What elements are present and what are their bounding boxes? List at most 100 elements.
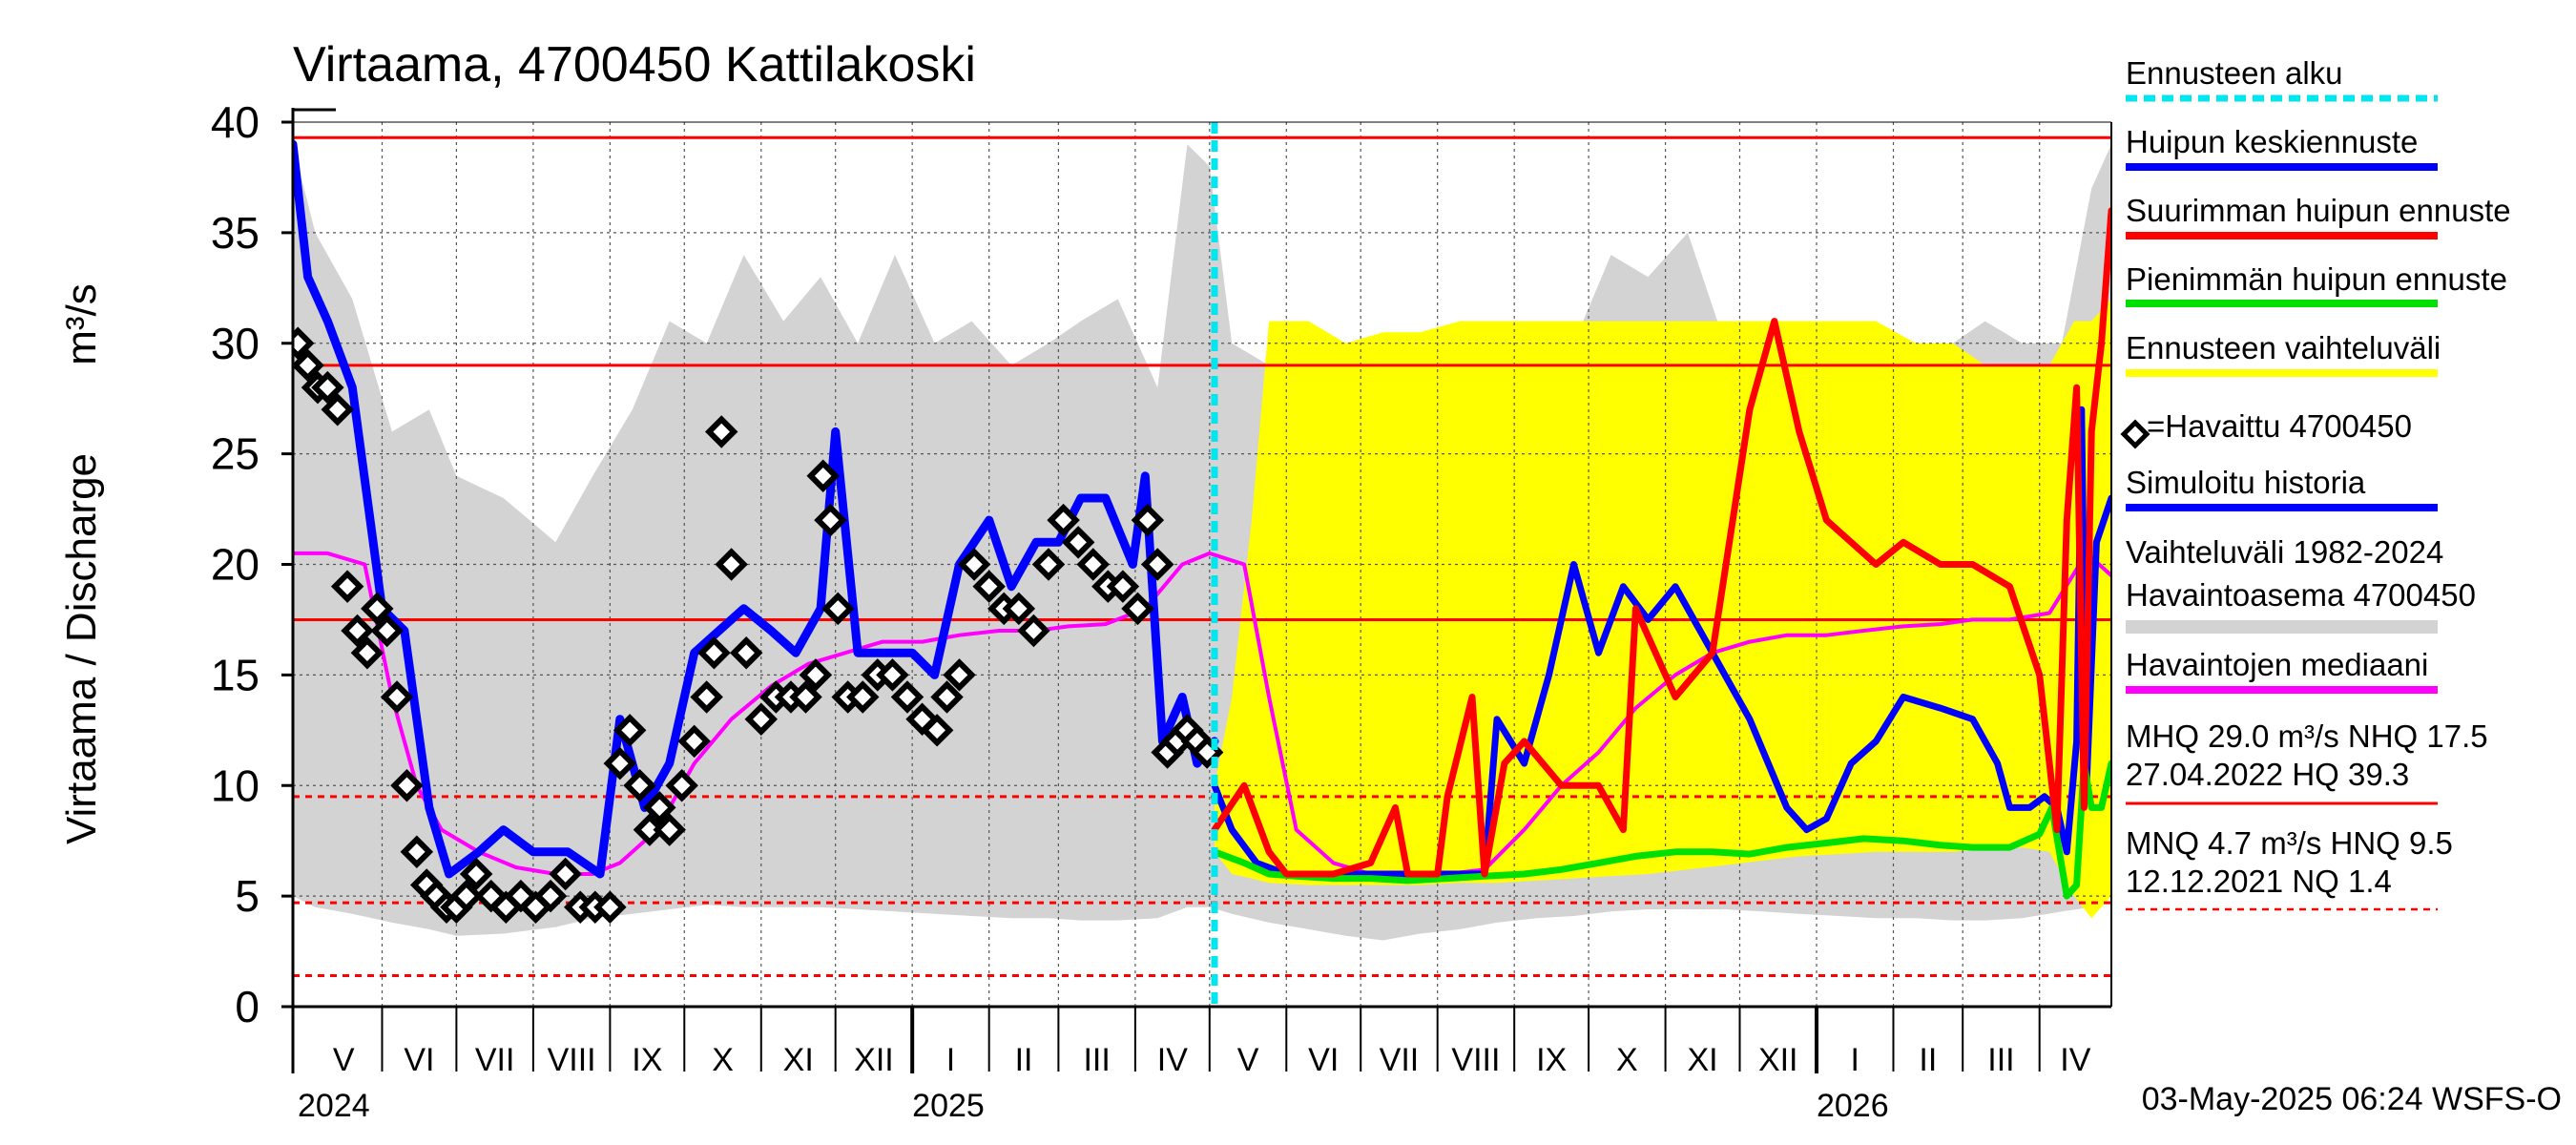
y-axis-label: Virtaama / Discharge [58, 453, 105, 844]
observed-point [789, 680, 822, 714]
y-tick-label: 10 [211, 760, 260, 810]
observed-point [1002, 592, 1036, 626]
observed-point [821, 592, 855, 626]
observed-point [623, 769, 656, 802]
legend-label: MHQ 29.0 m³/s NHQ 17.5 [2126, 718, 2488, 754]
observed-point [400, 835, 434, 869]
observed-point [930, 680, 964, 714]
y-tick-label: 5 [235, 871, 260, 921]
y-tick-label: 25 [211, 429, 260, 479]
observed-point [593, 890, 627, 924]
observed-point [920, 714, 954, 747]
x-tick-label: II [1015, 1042, 1033, 1078]
observed-point [533, 879, 568, 913]
observed-point [1121, 592, 1154, 626]
observed-point [943, 658, 976, 692]
observed-point [677, 724, 711, 759]
x-tick-label: VIII [548, 1042, 596, 1078]
year-label: 2024 [298, 1088, 370, 1124]
observed-point [1017, 614, 1050, 648]
legend-marker-observed [2120, 419, 2150, 449]
y-tick-label: 35 [211, 208, 260, 258]
y-tick-label: 20 [211, 540, 260, 590]
chart-title: Virtaama, 4700450 Kattilakoski [293, 37, 976, 93]
observed-point [1031, 548, 1066, 581]
y-tick-label: 40 [211, 97, 260, 147]
band-vaihtelu_ennuste [1215, 299, 2111, 919]
observed-point [350, 635, 384, 670]
observed-point [321, 393, 354, 427]
x-tick-label: IV [1157, 1042, 1188, 1078]
legend-label: Simuloitu historia [2126, 465, 2366, 500]
year-label: 2025 [912, 1088, 985, 1124]
observed-point [729, 635, 763, 670]
x-tick-label: X [712, 1042, 734, 1078]
observed-point [380, 680, 414, 714]
observed-point [846, 680, 880, 714]
legend-label: Ennusteen vaihteluväli [2126, 330, 2441, 365]
x-tick-label: X [1616, 1042, 1638, 1078]
observed-point [704, 415, 738, 448]
legend-label: Havaintojen mediaani [2126, 647, 2428, 682]
legend-label: Vaihteluväli 1982-2024 [2126, 534, 2443, 570]
observed-point [890, 680, 924, 714]
y-tick-label: 15 [211, 650, 260, 699]
legend-label: MNQ 4.7 m³/s HNQ 9.5 [2126, 825, 2453, 861]
x-tick-label: V [333, 1042, 355, 1078]
x-tick-label: IX [632, 1042, 662, 1078]
legend-label: Pienimmän huipun ennuste [2126, 261, 2507, 297]
observed-point [690, 680, 723, 714]
y-tick-label: 30 [211, 319, 260, 368]
series-line-pienin [1211, 760, 2111, 900]
observed-point [715, 548, 748, 581]
x-tick-label: I [1851, 1042, 1859, 1078]
observed-point [603, 746, 637, 781]
observed-point [1076, 548, 1110, 581]
x-tick-label: IV [2060, 1042, 2090, 1078]
x-tick-label: VII [1380, 1042, 1420, 1078]
year-label: 2026 [1817, 1088, 1889, 1124]
observed-point [697, 635, 731, 670]
x-tick-label: III [1987, 1042, 2014, 1078]
observed-point [653, 813, 686, 846]
observed-point [744, 702, 779, 736]
observed-point [1141, 548, 1174, 581]
x-tick-label: I [946, 1042, 955, 1078]
series-line-suurin [1211, 207, 2111, 878]
observed-point [1131, 503, 1165, 537]
observed-point [449, 879, 484, 913]
footer-timestamp: 03-May-2025 06:24 WSFS-O [2142, 1081, 2562, 1117]
series-line-simuloitu [293, 139, 1219, 879]
legend-label: Huipun keskiennuste [2126, 124, 2418, 159]
x-tick-label: V [1237, 1042, 1259, 1078]
legend-label-secondary: Havaintoasema 4700450 [2126, 577, 2476, 613]
observed-point [390, 769, 424, 802]
x-tick-label: II [1919, 1042, 1937, 1078]
x-tick-label: XI [1687, 1042, 1717, 1078]
observed-point [806, 459, 840, 493]
legend-label: Ennusteen alku [2126, 55, 2343, 91]
observed-point [293, 326, 315, 360]
observed-point [459, 857, 493, 891]
legend-label: =Havaittu 4700450 [2147, 408, 2412, 444]
observed-point [1047, 503, 1080, 537]
observed-point [370, 614, 404, 648]
x-tick-label: XII [854, 1042, 894, 1078]
observed-point [1061, 526, 1095, 559]
observed-point [665, 769, 698, 802]
observed-point [293, 348, 324, 383]
y-axis-unit: m³/s [58, 283, 105, 365]
observed-point [613, 714, 647, 747]
x-tick-label: VI [1308, 1042, 1339, 1078]
legend-label: Suurimman huipun ennuste [2126, 193, 2511, 228]
x-tick-label: XI [783, 1042, 814, 1078]
observed-point [330, 570, 364, 603]
observed-point [311, 370, 344, 405]
observed-point [643, 791, 676, 824]
observed-point [361, 592, 394, 626]
x-tick-label: III [1083, 1042, 1110, 1078]
observed-point [814, 503, 847, 537]
x-tick-label: VIII [1451, 1042, 1500, 1078]
x-tick-label: VI [404, 1042, 434, 1078]
